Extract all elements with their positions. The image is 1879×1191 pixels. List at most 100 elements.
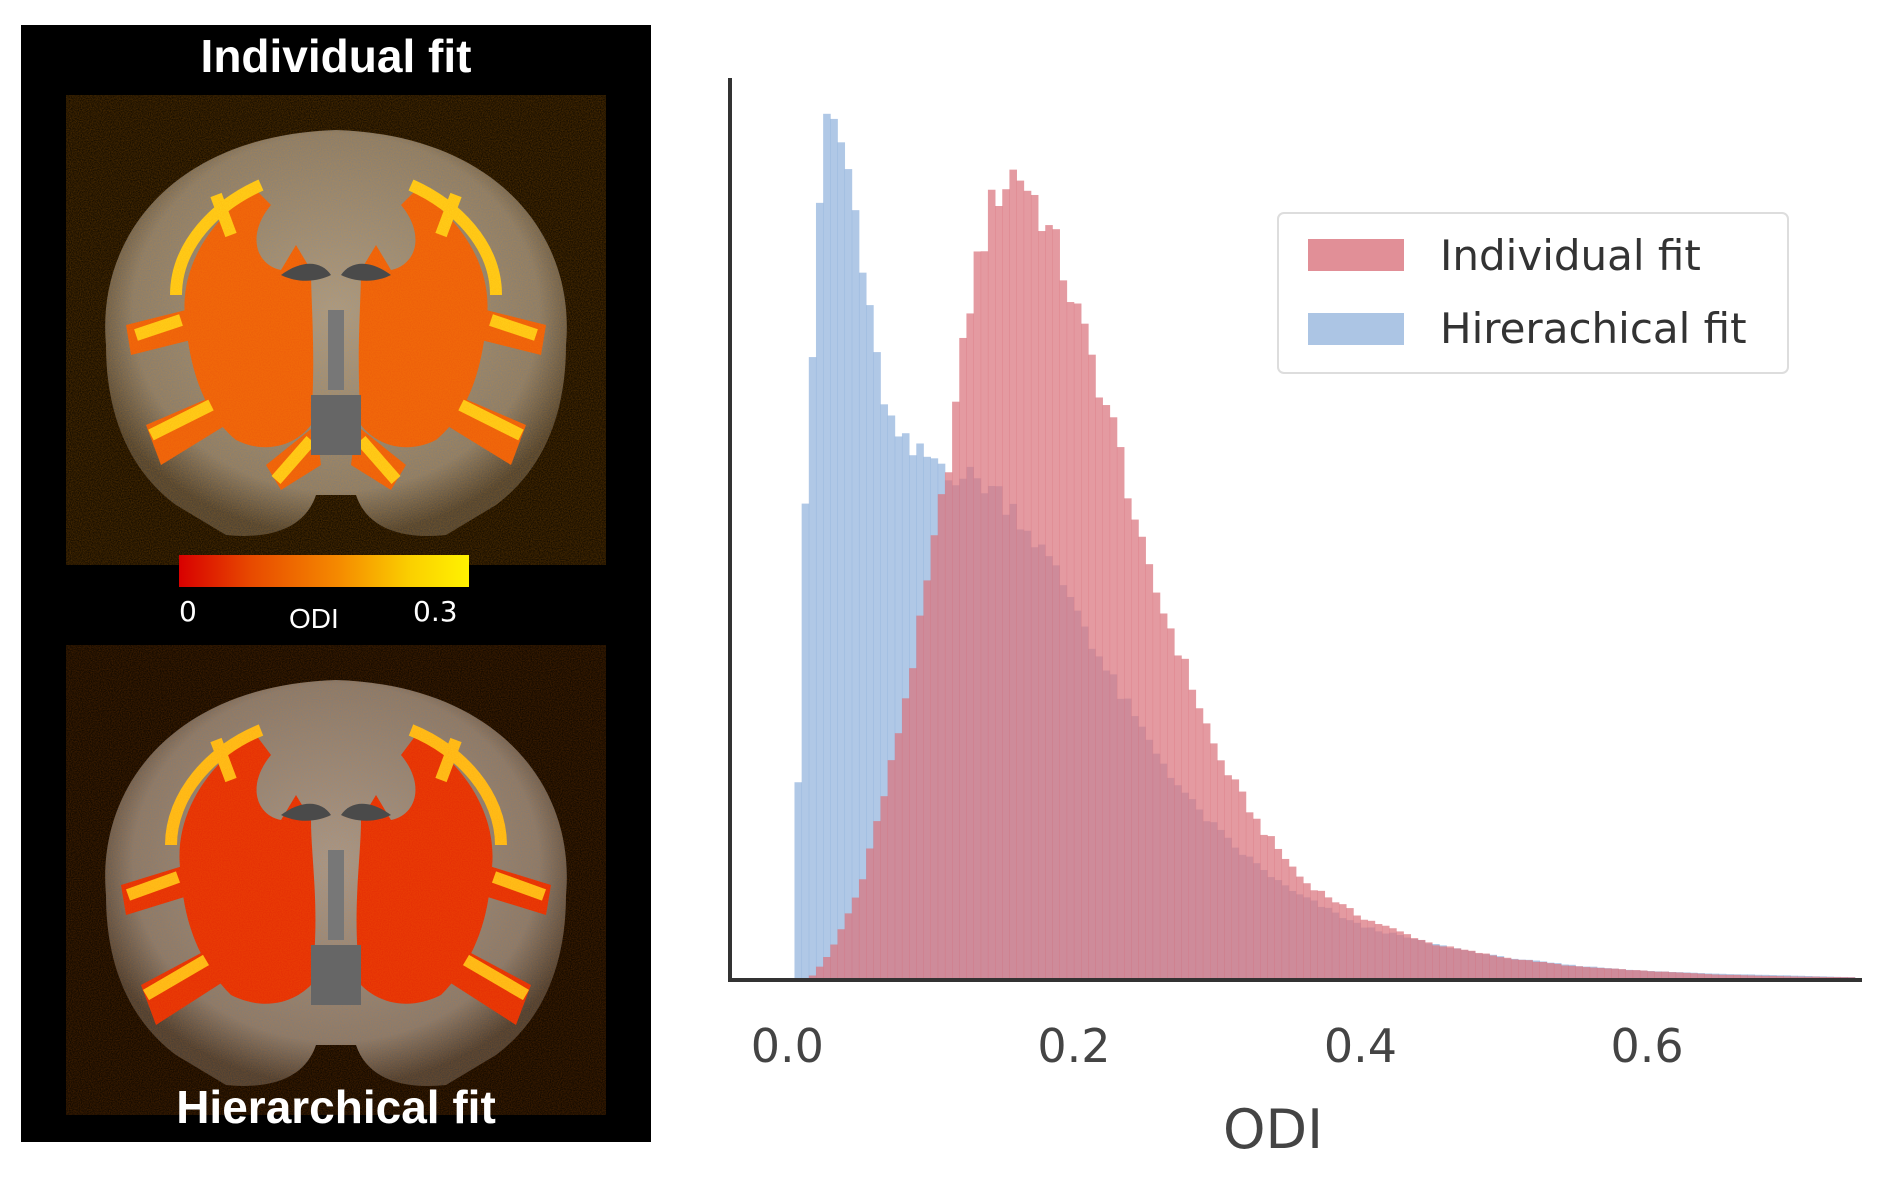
histogram-bar: [1195, 708, 1204, 980]
histogram-bar: [837, 142, 846, 980]
histogram-bar: [1439, 946, 1447, 980]
histogram-bar: [1381, 925, 1390, 980]
series-individual-bars: [808, 169, 1856, 981]
histogram-bar: [837, 929, 846, 980]
histogram-bar: [1475, 952, 1483, 980]
histogram-bar: [966, 313, 974, 980]
histogram-bar: [1038, 231, 1046, 980]
histogram-bar: [1360, 919, 1369, 980]
histogram-bar: [1052, 229, 1060, 980]
histogram-bar: [959, 337, 967, 981]
histogram-bar: [1553, 963, 1562, 980]
histogram-bar: [851, 210, 860, 980]
brain-top-title: Individual fit: [200, 30, 472, 82]
histogram-bar: [1682, 972, 1691, 980]
legend-frame: [1277, 212, 1789, 374]
histogram-bar: [916, 615, 924, 980]
histogram-bar: [1288, 866, 1297, 980]
histogram-bar: [1066, 302, 1075, 980]
histogram-bar: [1647, 971, 1655, 980]
histogram-bar: [815, 966, 824, 980]
histogram-bar: [1202, 723, 1211, 980]
histogram-bar: [1303, 883, 1311, 980]
histogram-bar: [1167, 628, 1175, 980]
histogram-bar: [1489, 955, 1497, 980]
histogram-bar: [1367, 920, 1376, 980]
colorbar-title: ODI: [289, 603, 339, 634]
histogram-bar: [1310, 890, 1318, 980]
odi-histogram: 0.0 0.2 0.4 0.6 ODI Individual fit Hirerach…: [728, 78, 1862, 1161]
histogram-bar: [1596, 967, 1605, 980]
histogram-bars: [794, 113, 1856, 981]
histogram-bar: [1718, 974, 1727, 980]
histogram-bar: [1131, 519, 1139, 980]
histogram-bar: [1733, 974, 1741, 980]
histogram-bar: [1331, 902, 1340, 980]
x-axis-label: ODI: [1223, 1098, 1323, 1161]
histogram-bar: [923, 580, 931, 980]
histogram-bar: [808, 357, 817, 981]
histogram-bar: [1539, 961, 1548, 980]
histogram-bar: [930, 535, 939, 980]
histogram-bar: [1697, 973, 1705, 980]
histogram-bar: [894, 436, 903, 981]
histogram-bar: [987, 189, 996, 981]
histogram-bar: [1009, 169, 1017, 980]
histogram-bar: [1346, 908, 1354, 980]
x-tick-label: 0.4: [1324, 1019, 1397, 1073]
histogram-bar: [1245, 812, 1254, 980]
histogram-bar: [1045, 225, 1053, 980]
histogram-bar: [1761, 975, 1770, 980]
colorbar-max-label: 0.3: [413, 595, 458, 628]
histogram-bar: [1231, 779, 1240, 980]
histogram-bar: [1116, 447, 1125, 980]
colorbar-min-label: 0: [179, 595, 197, 628]
chart-legend: Individual fit Hirerachical fit: [1277, 212, 1789, 374]
histogram-bar: [1704, 974, 1712, 980]
histogram-bar: [794, 782, 803, 980]
histogram-bar: [1546, 963, 1555, 980]
histogram-bar: [1023, 190, 1032, 981]
histogram-bar: [1338, 904, 1347, 980]
histogram-bar: [1145, 564, 1154, 980]
histogram-bar: [1467, 950, 1476, 980]
histogram-bar: [880, 404, 889, 981]
histogram-bar: [1396, 931, 1404, 980]
histogram-bar: [1238, 791, 1247, 980]
histogram-bar: [1095, 397, 1103, 980]
histogram-bar: [937, 494, 946, 980]
histogram-bar: [1482, 953, 1490, 980]
histogram-bar: [1374, 924, 1383, 980]
brain-bottom-title: Hierarchical fit: [176, 1081, 496, 1133]
histogram-bar: [1747, 975, 1755, 980]
histogram-bar: [1589, 967, 1598, 980]
histogram-bar: [858, 879, 867, 980]
histogram-bar: [1582, 967, 1591, 980]
histogram-bar: [1496, 957, 1505, 980]
histogram-bar: [909, 668, 917, 980]
brain-map-hierarchical: [66, 645, 606, 1115]
histogram-bar: [1711, 974, 1720, 980]
histogram-bar: [1073, 303, 1082, 980]
histogram-bar: [1654, 971, 1662, 980]
histogram-bar: [1353, 915, 1361, 980]
histogram-bar: [823, 113, 831, 980]
histogram-bar: [1568, 965, 1576, 980]
histogram-bar: [801, 503, 810, 980]
histogram-bar: [1625, 970, 1634, 980]
x-tick-label: 0.6: [1610, 1019, 1683, 1073]
histogram-bar: [1453, 948, 1462, 980]
histogram-bar: [1417, 939, 1426, 980]
histogram-bar: [1675, 972, 1684, 980]
histogram-bar: [1030, 194, 1039, 981]
histogram-bar: [1260, 834, 1268, 980]
histogram-bar: [1690, 973, 1698, 980]
x-tick-label: 0.2: [1037, 1019, 1110, 1073]
histogram-bar: [1432, 945, 1440, 980]
histogram-bar: [866, 848, 874, 980]
histogram-bar: [1668, 972, 1677, 980]
histogram-bar: [873, 821, 881, 980]
histogram-bar: [1510, 959, 1519, 980]
histogram-bar: [1274, 848, 1283, 980]
legend-label-individual: Individual fit: [1440, 231, 1701, 280]
